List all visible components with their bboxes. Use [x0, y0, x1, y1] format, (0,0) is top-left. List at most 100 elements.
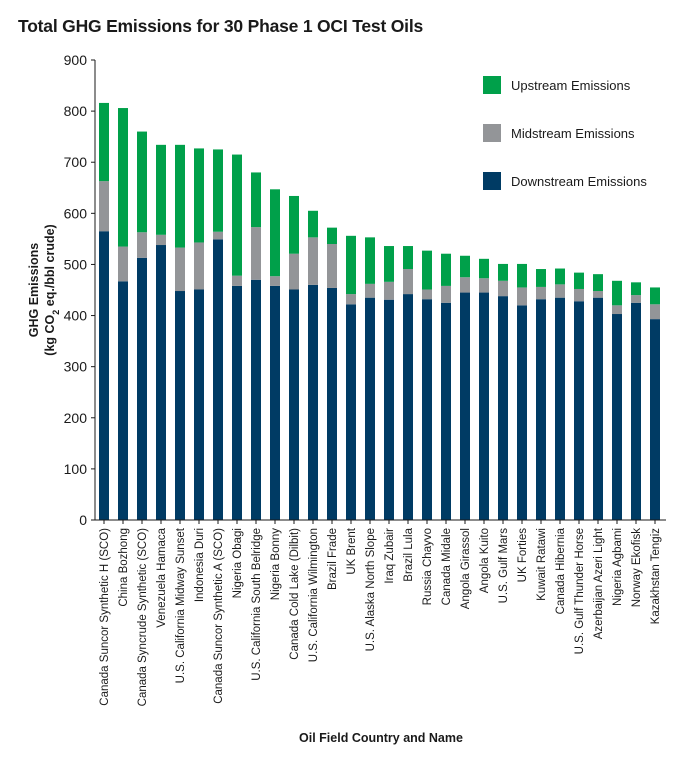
y-tick-label: 300	[64, 359, 88, 375]
bar-downstream-21	[479, 292, 489, 520]
bar-downstream-18	[422, 299, 432, 520]
legend-label: Upstream Emissions	[511, 78, 631, 93]
bar-midstream-17	[403, 269, 413, 295]
bar-upstream-14	[346, 235, 356, 295]
y-tick-label: 600	[64, 205, 88, 221]
bar-downstream-7	[213, 239, 223, 520]
bar-midstream-25	[555, 284, 565, 298]
bar-upstream-21	[479, 258, 489, 279]
bar-downstream-2	[118, 281, 128, 520]
bar-downstream-1	[99, 231, 109, 520]
legend-label: Midstream Emissions	[511, 126, 635, 141]
bar-downstream-17	[403, 294, 413, 520]
bar-midstream-15	[365, 283, 375, 298]
y-axis-title-line1: GHG Emissions	[27, 243, 41, 338]
x-tick-label: Norway Ekofisk	[631, 528, 643, 607]
x-tick-label: Nigeria Bonny	[270, 528, 282, 600]
bar-downstream-29	[631, 302, 641, 520]
bar-downstream-28	[612, 314, 622, 520]
bar-midstream-29	[631, 295, 641, 303]
bar-midstream-13	[327, 244, 337, 288]
bar-downstream-14	[346, 304, 356, 520]
x-tick-label: Brazil Lula	[403, 527, 415, 581]
x-tick-label: Nigeria Agbami	[612, 528, 624, 606]
bar-upstream-8	[232, 154, 242, 276]
bar-upstream-16	[384, 246, 394, 282]
y-tick-label: 800	[64, 103, 88, 119]
bar-upstream-6	[194, 148, 204, 243]
bar-upstream-7	[213, 149, 223, 232]
y-axis: 0 100 200 300 400 500 600 700 800 900	[64, 52, 96, 528]
bar-midstream-6	[194, 242, 204, 290]
x-tick-label: U.S. California Midway Sunset	[175, 527, 187, 683]
y-tick-label: 500	[64, 256, 88, 272]
x-tick-label: Brazil Frade	[327, 528, 339, 590]
bar-upstream-11	[289, 195, 299, 254]
y-tick-label: 100	[64, 461, 88, 477]
x-tick-label: Russia Chayvo	[422, 528, 434, 605]
bar-downstream-6	[194, 289, 204, 520]
x-tick-label: U.S. Gulf Mars	[498, 528, 510, 604]
bar-downstream-23	[517, 305, 527, 520]
bar-upstream-4	[156, 144, 166, 235]
bar-upstream-12	[308, 210, 318, 238]
bar-midstream-12	[308, 237, 318, 285]
bar-upstream-29	[631, 282, 641, 296]
y-axis-title: GHG Emissions (kg CO2 eq./bbl crude)	[27, 224, 61, 355]
bar-midstream-22	[498, 280, 508, 297]
bar-midstream-4	[156, 234, 166, 246]
y-axis-title-line2-pre: (kg CO	[43, 314, 57, 355]
bar-midstream-18	[422, 289, 432, 300]
bar-upstream-13	[327, 227, 337, 244]
x-tick-label: China Bozhong	[118, 528, 130, 607]
legend: Upstream Emissions Midstream Emissions Dow…	[483, 76, 647, 190]
x-tick-label: U.S. Gulf Thunder Horse	[574, 528, 586, 654]
bar-midstream-28	[612, 305, 622, 315]
y-tick-label: 900	[64, 52, 88, 68]
y-axis-title-line2-post: eq./bbl crude)	[43, 224, 57, 309]
y-axis-title-subscript: 2	[51, 310, 61, 315]
bar-downstream-16	[384, 299, 394, 520]
bar-midstream-21	[479, 278, 489, 293]
y-tick-label: 0	[79, 512, 87, 528]
bar-upstream-24	[536, 269, 546, 287]
bar-upstream-15	[365, 237, 375, 284]
x-tick-label: U.S. California Wilmington	[308, 528, 320, 662]
x-tick-label: U.S. California South Belridge	[251, 528, 263, 681]
bar-upstream-23	[517, 263, 527, 288]
x-tick-label: U.S. Alaska North Slope	[365, 528, 377, 651]
chart-title: Total GHG Emissions for 30 Phase 1 OCI T…	[18, 16, 424, 36]
bar-downstream-12	[308, 284, 318, 520]
x-tick-label: Azerbaijan Azeri Light	[593, 527, 605, 639]
bar-upstream-27	[593, 274, 603, 292]
x-tick-label: Canada Suncor Synthetic A (SCO)	[213, 528, 225, 704]
bar-midstream-9	[251, 227, 261, 280]
bar-downstream-25	[555, 297, 565, 520]
x-tick-label: UK Brent	[346, 527, 358, 574]
bar-downstream-3	[137, 257, 147, 520]
bar-upstream-1	[99, 102, 109, 182]
bar-downstream-19	[441, 302, 451, 520]
bar-upstream-25	[555, 268, 565, 285]
bar-midstream-16	[384, 281, 394, 300]
bar-downstream-24	[536, 299, 546, 520]
bar-midstream-26	[574, 288, 584, 302]
x-tick-label: Canada Syncrude Synthetic (SCO)	[137, 528, 149, 707]
legend-swatch	[483, 76, 501, 94]
legend-swatch	[483, 172, 501, 190]
bar-downstream-20	[460, 292, 470, 520]
bar-downstream-4	[156, 245, 166, 520]
bar-upstream-2	[118, 108, 128, 247]
bar-midstream-1	[99, 181, 109, 232]
x-tick-label: Kazakhstan Tengiz	[650, 528, 662, 625]
bar-upstream-30	[650, 287, 660, 305]
bar-downstream-26	[574, 301, 584, 520]
legend-swatch	[483, 124, 501, 142]
bar-downstream-11	[289, 289, 299, 520]
bar-upstream-22	[498, 263, 508, 281]
bar-midstream-3	[137, 232, 147, 258]
bar-downstream-10	[270, 285, 280, 520]
y-tick-label: 700	[64, 154, 88, 170]
y-axis-title-line2: (kg CO2 eq./bbl crude)	[43, 224, 61, 355]
bar-midstream-30	[650, 304, 660, 320]
